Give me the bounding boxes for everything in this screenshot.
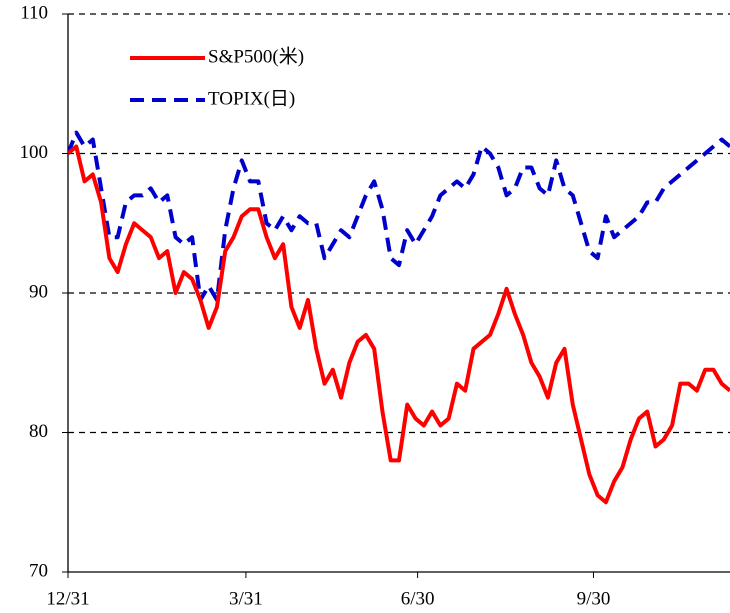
x-tick-label: 9/30 — [577, 588, 611, 609]
series-line — [68, 130, 730, 302]
legend-label: S&P500(米) — [208, 45, 304, 67]
y-tick-label: 100 — [20, 142, 49, 163]
x-tick-label: 6/30 — [401, 588, 435, 609]
legend-label: TOPIX(日) — [208, 88, 295, 109]
y-tick-label: 110 — [20, 2, 48, 23]
y-tick-label: 80 — [29, 421, 48, 442]
x-tick-label: 12/31 — [46, 588, 89, 609]
y-tick-label: 90 — [29, 281, 48, 302]
series-line — [68, 144, 730, 505]
x-tick-label: 3/31 — [229, 588, 263, 609]
y-tick-label: 70 — [29, 560, 48, 581]
